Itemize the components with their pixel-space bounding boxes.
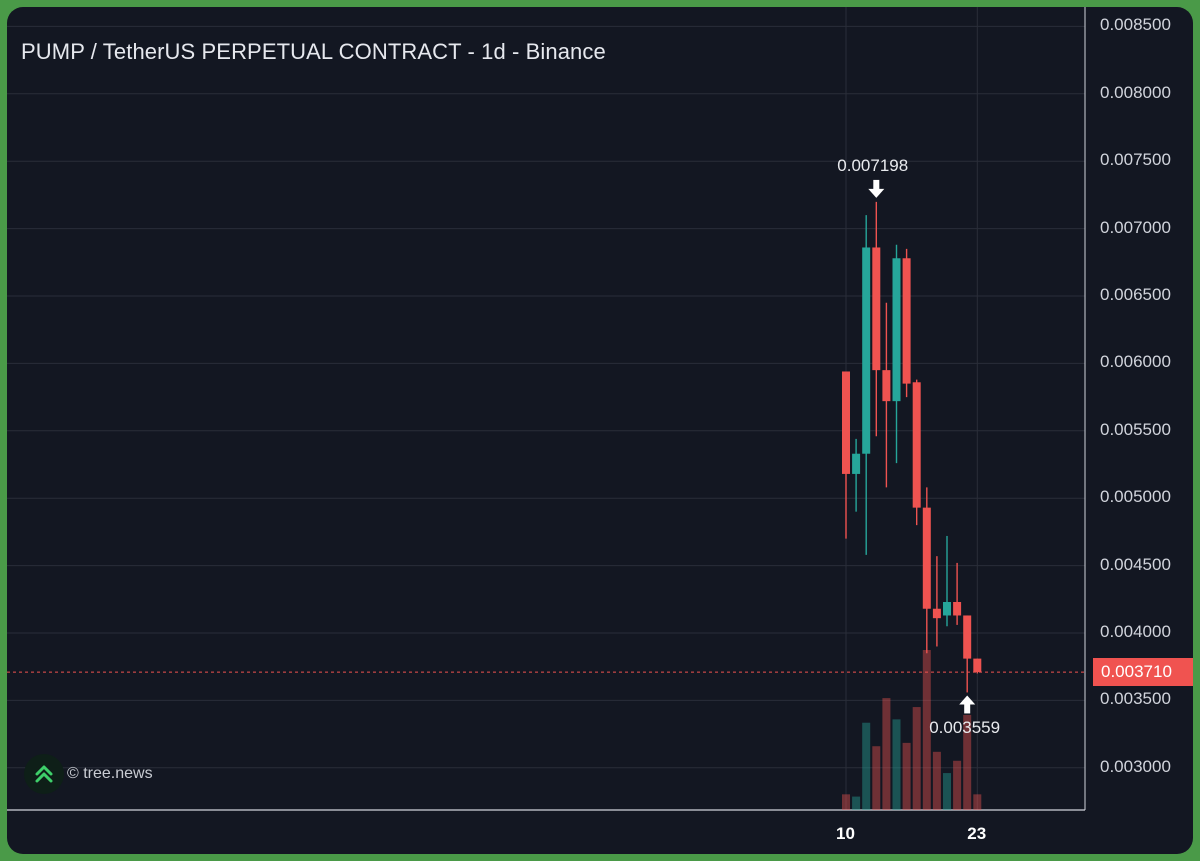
y-tick-label: 0.005500 (1100, 419, 1171, 439)
candle-body (953, 601, 962, 616)
volume-bar (852, 796, 861, 810)
y-tick-label: 0.006500 (1100, 285, 1171, 304)
y-tick-label: 0.004500 (1100, 554, 1171, 574)
low-price-annotation: 0.003559 (929, 718, 1001, 738)
watermark-text: © tree.news (67, 765, 153, 782)
volume-bar (842, 794, 850, 810)
candle-layer (842, 201, 982, 693)
volume-layer (842, 650, 982, 810)
volume-bar (872, 746, 881, 810)
volume-bar (892, 719, 901, 810)
chart-frame: PUMP / TetherUS PERPETUAL CONTRACT - 1d … (7, 7, 1193, 854)
candle-body (872, 247, 881, 371)
candle-body (852, 453, 861, 474)
chart-canvas (7, 7, 1086, 811)
candle-body (902, 258, 911, 384)
volume-bar (932, 751, 941, 810)
y-tick-label: 0.007500 (1100, 150, 1171, 170)
x-tick-label: 10 (836, 824, 855, 843)
volume-bar (902, 742, 911, 810)
volume-bar (963, 714, 972, 810)
candle-body (912, 382, 921, 508)
volume-bar (973, 794, 982, 810)
up-arrow-icon (959, 695, 976, 714)
current-price-tag: 0.003710 (1093, 658, 1193, 687)
double-chevron-up-icon (24, 754, 64, 794)
y-tick-label: 0.007000 (1100, 217, 1171, 237)
y-tick-label: 0.003000 (1100, 756, 1171, 776)
y-tick-label: 0.008500 (1100, 15, 1171, 35)
volume-bar (922, 650, 931, 810)
y-tick-label: 0.003500 (1100, 689, 1171, 709)
candle-body (842, 371, 850, 474)
candle-body (922, 507, 931, 609)
y-tick-label: 0.004000 (1100, 622, 1171, 641)
candle-body (973, 658, 982, 673)
candle-body (892, 258, 901, 402)
y-tick-label: 0.005000 (1100, 487, 1171, 507)
volume-bar (862, 722, 871, 810)
volume-bar (943, 773, 951, 810)
volume-bar (953, 760, 962, 810)
chart-title: PUMP / TetherUS PERPETUAL CONTRACT - 1d … (21, 39, 606, 64)
candle-body (862, 247, 871, 454)
candle-body (943, 601, 951, 616)
candle-body (932, 608, 941, 619)
x-tick-label: 23 (967, 824, 987, 843)
candle-body (963, 615, 972, 659)
volume-bar (882, 698, 891, 810)
volume-bar (912, 707, 921, 810)
high-price-annotation: 0.007198 (837, 155, 909, 175)
y-tick-label: 0.008000 (1100, 82, 1171, 102)
overlay-layer (7, 179, 1085, 714)
y-tick-label: 0.006000 (1100, 352, 1171, 372)
watermark: © tree.news (24, 753, 153, 795)
down-arrow-icon (868, 179, 885, 198)
candle-body (882, 370, 891, 402)
